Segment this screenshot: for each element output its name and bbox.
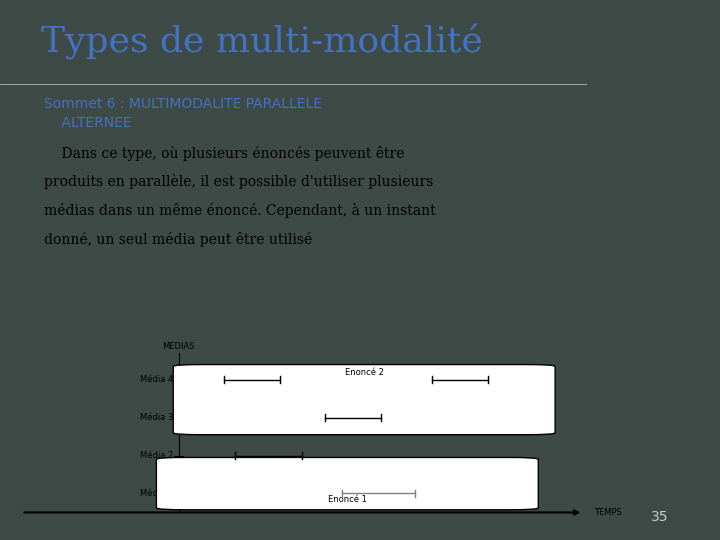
Text: Sommet 6 : MULTIMODALITE PARALLELE: Sommet 6 : MULTIMODALITE PARALLELE: [44, 97, 322, 111]
Text: donné, un seul média peut être utilisé: donné, un seul média peut être utilisé: [44, 232, 312, 247]
Text: Média 4: Média 4: [140, 375, 174, 384]
Text: Types de multi-modalité: Types de multi-modalité: [41, 24, 483, 60]
Text: Média 3: Média 3: [140, 413, 174, 422]
Text: Dans ce type, où plusieurs énoncés peuvent être: Dans ce type, où plusieurs énoncés peuve…: [44, 146, 405, 161]
FancyBboxPatch shape: [174, 364, 555, 435]
Text: Média 1: Média 1: [140, 489, 174, 498]
Text: 35: 35: [652, 510, 669, 524]
Text: MEDIAS: MEDIAS: [163, 342, 195, 352]
Text: médias dans un même énoncé. Cependant, à un instant: médias dans un même énoncé. Cependant, à…: [44, 203, 436, 218]
Text: Enoncé 2: Enoncé 2: [345, 368, 384, 377]
Text: TEMPS: TEMPS: [595, 508, 622, 517]
Text: Média 2: Média 2: [140, 451, 174, 460]
Text: Enoncé 1: Enoncé 1: [328, 495, 366, 504]
Text: ALTERNEE: ALTERNEE: [44, 116, 132, 130]
FancyBboxPatch shape: [156, 457, 539, 510]
Text: produits en parallèle, il est possible d'utiliser plusieurs: produits en parallèle, il est possible d…: [44, 174, 433, 190]
